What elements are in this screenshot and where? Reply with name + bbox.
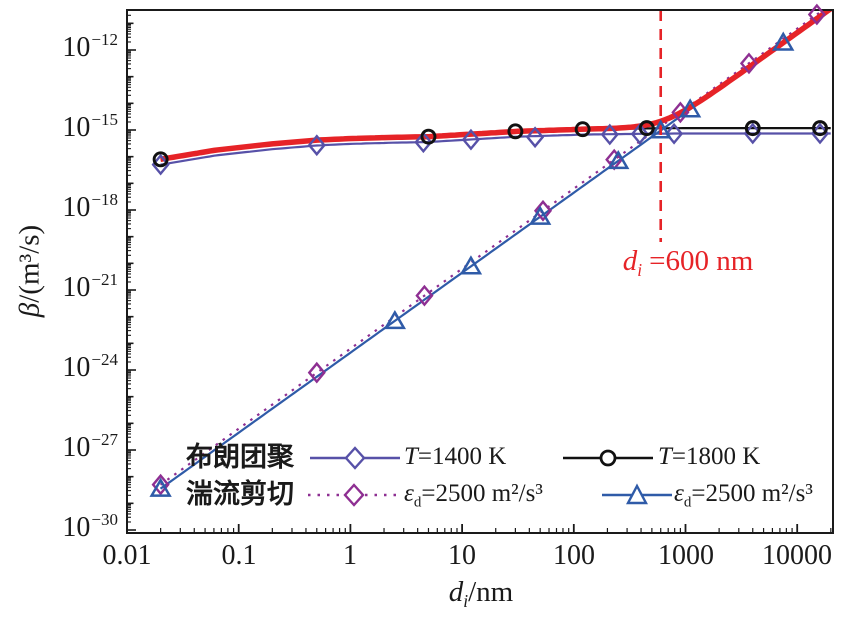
x-tick-label: 1 (343, 540, 357, 571)
data-point-triangle (607, 149, 630, 170)
data-point-triangle (678, 98, 702, 118)
y-tick-label: 10−12 (62, 30, 118, 63)
x-tick-label: 10 (448, 540, 476, 571)
y-tick-label: 10−27 (62, 430, 118, 463)
legend-label-eps-triangle: εd=2500 m²/s³ (674, 480, 813, 511)
data-point-circle (420, 128, 437, 145)
data-point-circle (812, 120, 828, 137)
data-point-triangle (529, 205, 552, 225)
plot-border (126, 9, 834, 534)
data-point-diamond (526, 126, 545, 149)
series-line-total_red (160, 9, 833, 163)
series-line-brownian_T1400 (160, 132, 831, 166)
data-point-circle (574, 121, 591, 138)
legend-label-T1400: T=1400 K (404, 443, 507, 470)
data-point-diamond (533, 199, 553, 222)
x-tick-label: 0.1 (221, 540, 257, 571)
legend-marker-triangle-turbulent (602, 483, 672, 505)
data-point-triangle (149, 477, 172, 497)
x-tick-label: 100 (553, 540, 595, 571)
data-point-diamond (415, 284, 434, 307)
data-point-diamond (807, 3, 826, 26)
data-point-triangle (772, 31, 795, 51)
legend-marker-circle-1800 (563, 449, 653, 467)
legend-group-turbulent: 湍流剪切 (186, 479, 294, 509)
series-line-turbulent_diamond (159, 9, 827, 486)
x-axis-title: di/nm (448, 576, 514, 612)
data-point-circle (744, 120, 761, 137)
data-point-diamond (630, 123, 649, 145)
legend-label-eps-diamond: εd=2500 m²/s³ (404, 480, 543, 511)
data-point-diamond (414, 131, 433, 154)
data-point-triangle (459, 255, 483, 275)
data-point-diamond (739, 52, 759, 75)
data-point-circle (638, 120, 655, 137)
y-tick-label: 10−15 (62, 110, 118, 143)
data-point-triangle (383, 309, 407, 330)
data-point-diamond (151, 473, 170, 496)
x-tick-label: 10000 (762, 540, 832, 571)
y-tick-label: 10−30 (62, 510, 118, 543)
y-tick-label: 10−24 (62, 350, 118, 383)
legend-marker-diamond-turbulent (308, 483, 400, 507)
series-markers (149, 3, 830, 497)
data-point-circle (507, 123, 524, 140)
y-axis-title: β/(m³/s) (13, 224, 46, 318)
data-point-triangle (649, 119, 672, 139)
legend-label-T1800: T=1800 K (658, 443, 761, 470)
legend-group-brownian: 布朗团聚 (186, 442, 294, 472)
data-point-circle (152, 151, 169, 168)
data-point-diamond (307, 361, 326, 384)
series-lines (159, 9, 833, 490)
x-tick-label: 0.01 (102, 540, 152, 571)
data-point-diamond (461, 128, 481, 151)
data-point-diamond (307, 134, 326, 157)
y-tick-label: 10−18 (62, 190, 118, 223)
crossover-annotation: di =600 nm (622, 245, 754, 281)
legend-marker-diamond-1400 (310, 446, 400, 470)
y-tick-label: 10−21 (62, 270, 118, 303)
data-point-diamond (665, 122, 684, 145)
data-point-diamond (600, 123, 619, 146)
x-tick-label: 1000 (658, 540, 714, 571)
